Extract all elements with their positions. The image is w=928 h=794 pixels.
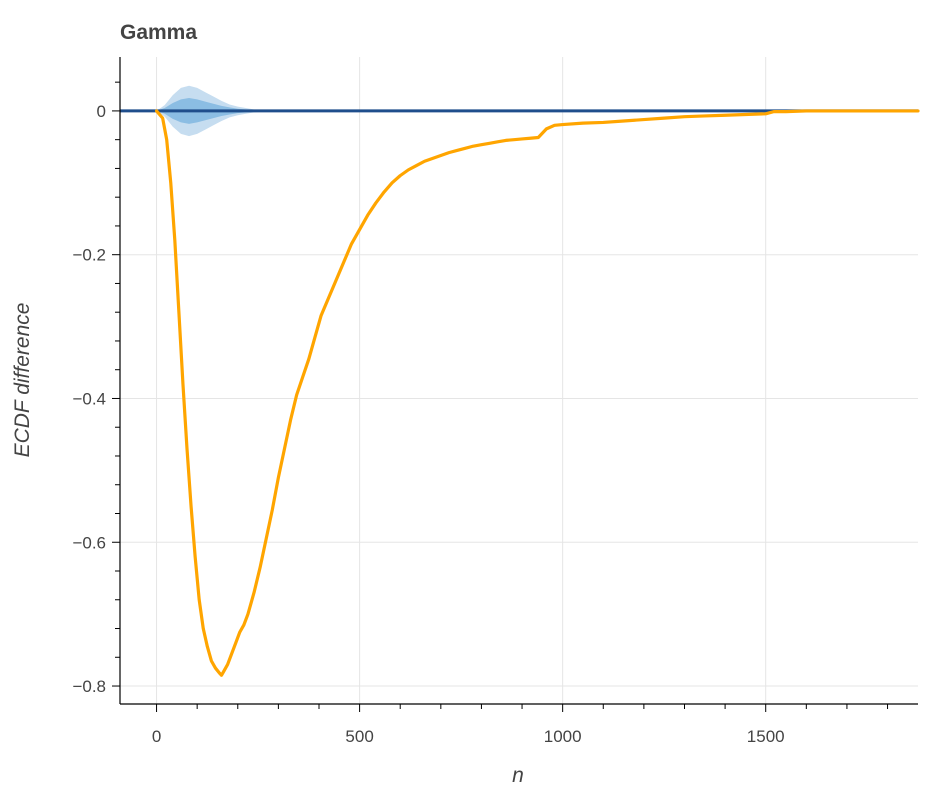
ecdf-difference-line [154, 109, 920, 677]
axis-layer: 0 −0.2 −0.4 −0.6 −0.8 0 500 1000 1500 [72, 57, 918, 746]
x-tick-label: 500 [345, 727, 373, 746]
y-axis-label: ECDF difference [11, 303, 34, 458]
grid-layer [120, 57, 918, 704]
x-tick-label: 0 [152, 727, 161, 746]
x-tick-label: 1500 [747, 727, 785, 746]
x-axis-label: n [512, 764, 524, 787]
y-tick-label: −0.6 [72, 533, 106, 552]
y-tick-label: −0.2 [72, 246, 106, 265]
y-tick-label: −0.8 [72, 677, 106, 696]
line-layer [120, 109, 920, 677]
x-tick-label: 1000 [544, 727, 582, 746]
y-tick-label: −0.4 [72, 389, 106, 408]
y-tick-label: 0 [97, 102, 106, 121]
chart-title: Gamma [120, 21, 197, 44]
